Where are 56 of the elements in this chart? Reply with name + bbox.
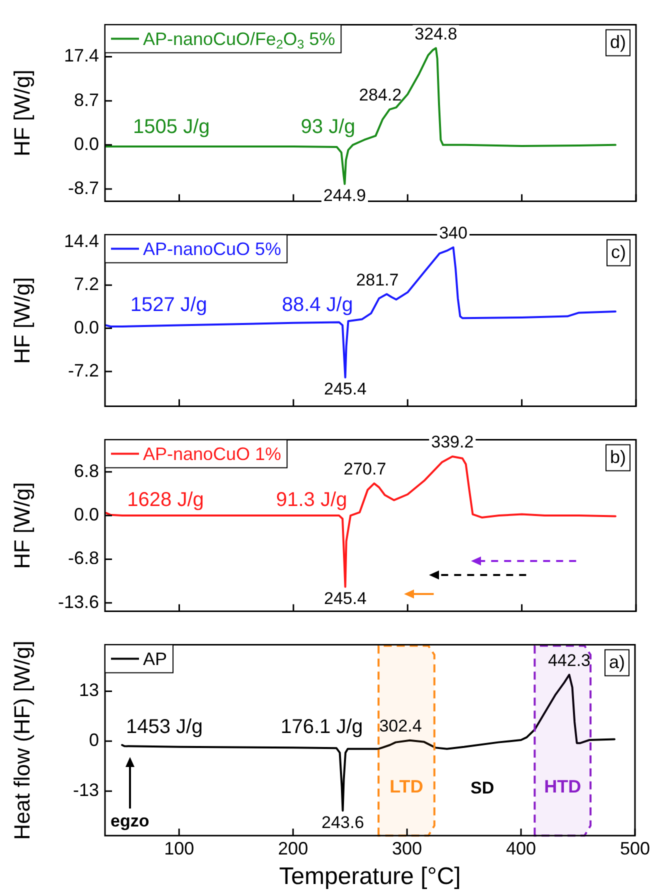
y-tick-label: 6.8 xyxy=(74,460,99,481)
annotation: egzo xyxy=(110,812,150,831)
x-tick-label: 200 xyxy=(278,838,308,858)
y-tick-label: 13 xyxy=(78,680,99,700)
legend-label: AP-nanoCuO 1% xyxy=(143,444,282,464)
annotation: 1505 J/g xyxy=(133,116,210,138)
y-tick-label: 17.4 xyxy=(64,46,99,66)
band-label: HTD xyxy=(544,776,582,796)
y-tick-label: 0.0 xyxy=(74,504,99,525)
annotation: SD xyxy=(470,778,494,798)
x-tick-label: 500 xyxy=(620,838,650,858)
x-tick-label: 100 xyxy=(164,838,194,858)
annotation: 1527 J/g xyxy=(130,294,208,316)
annotation: 245.4 xyxy=(324,380,367,399)
y-tick-label: -6.8 xyxy=(68,548,99,568)
y-tick-label: 0.0 xyxy=(74,317,99,338)
y-tick-label: 0 xyxy=(88,730,99,750)
annotation: 339.2 xyxy=(431,432,474,452)
y-tick-label: 8.7 xyxy=(74,90,99,110)
y-tick-label: -7.2 xyxy=(68,360,99,380)
y-tick-label: 7.2 xyxy=(74,274,99,294)
annotation: 91.3 J/g xyxy=(276,488,348,511)
annotation: 284.2 xyxy=(359,86,402,105)
annotation: 244.9 xyxy=(323,186,366,206)
annotation: b) xyxy=(610,446,626,467)
annotation: c) xyxy=(611,242,626,262)
x-axis-title: Temperature [°C] xyxy=(279,863,461,890)
y-axis-title: HF [W/g] xyxy=(9,277,34,364)
band-label: LTD xyxy=(390,776,424,796)
y-tick-label: 14.4 xyxy=(64,230,99,251)
annotation: 270.7 xyxy=(344,460,386,479)
annotation: a) xyxy=(608,652,625,672)
annotation: 93 J/g xyxy=(300,116,356,138)
y-tick-label: -13 xyxy=(72,780,99,800)
legend-label: AP-nanoCuO 5% xyxy=(143,238,282,259)
annotation: 302.4 xyxy=(379,716,422,736)
y-axis-title: HF [W/g] xyxy=(9,482,34,569)
annotation: 324.8 xyxy=(414,24,458,44)
x-tick-label: 400 xyxy=(506,838,536,858)
x-tick-label: 300 xyxy=(392,838,422,858)
annotation: 1453 J/g xyxy=(126,716,203,738)
legend-label: AP xyxy=(143,648,168,669)
y-axis-title: HF [W/g] xyxy=(9,70,34,156)
y-tick-label: 0.0 xyxy=(74,134,99,154)
y-axis-title: Heat flow (HF) [W/g] xyxy=(9,640,34,840)
annotation: 442.3 xyxy=(548,650,590,670)
annotation: 1628 J/g xyxy=(127,488,204,511)
annotation: 243.6 xyxy=(321,812,364,832)
y-tick-label: -8.7 xyxy=(68,178,99,198)
annotation: 88.4 J/g xyxy=(282,294,353,316)
annotation: 245.4 xyxy=(324,588,367,608)
annotation: 281.7 xyxy=(356,270,399,290)
y-tick-label: -13.6 xyxy=(58,592,99,612)
annotation: d) xyxy=(610,32,626,52)
annotation: 340 xyxy=(439,224,468,243)
annotation: 176.1 J/g xyxy=(280,716,363,738)
